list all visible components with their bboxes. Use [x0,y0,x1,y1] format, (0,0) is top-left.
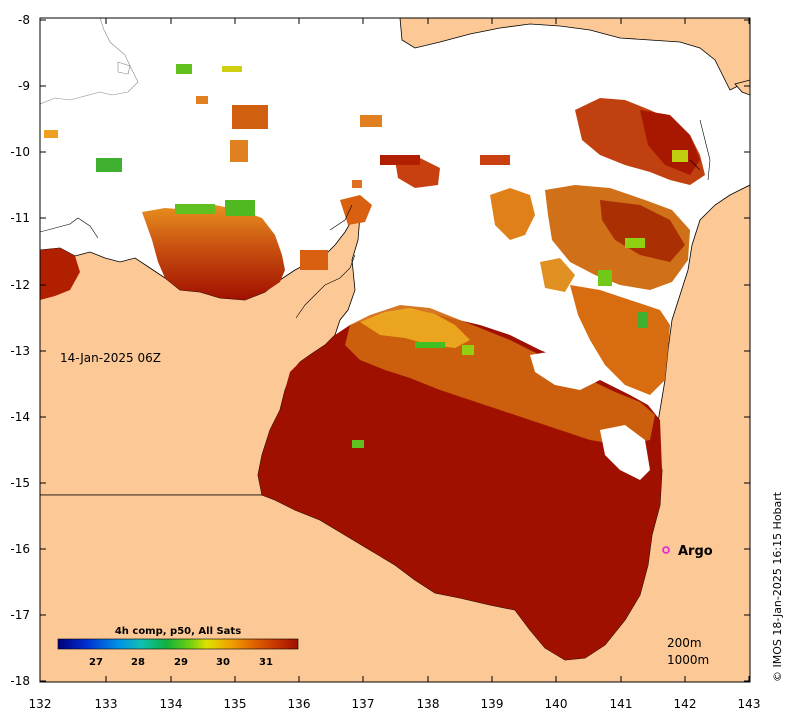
sst-west-edge-patch [40,248,80,300]
sst-cool-spot [175,204,215,214]
y-tick-label: -18 [10,674,30,688]
sst-north-speck [232,105,268,129]
date-label: 14-Jan-2025 06Z [60,351,161,365]
x-tick-label: 139 [481,697,504,711]
y-tick-label: -13 [10,344,30,358]
y-tick-label: -10 [10,145,30,159]
argo-label: Argo [678,544,713,559]
sst-north-speck [230,140,248,162]
y-tick-label: -8 [18,13,30,27]
colorbar-tick: 30 [216,657,230,668]
isobath-line [295,204,356,319]
isobath-line [689,119,711,181]
x-tick-label: 140 [545,697,568,711]
x-tick-label: 136 [288,697,311,711]
sst-gulf-gap [600,425,650,480]
sst-north-speck [480,155,510,165]
sst-central-patch [340,195,372,225]
colorbar-tick: 29 [174,657,188,668]
x-tick-label: 133 [95,697,118,711]
sst-north-speck [222,66,242,72]
x-tick-label: 141 [610,697,633,711]
x-tick-label: 134 [160,697,183,711]
y-tick-label: -12 [10,278,30,292]
sst-gulf-gap [530,350,600,390]
sst-north-speck [196,96,208,104]
y-tick-label: -14 [10,410,30,424]
land-islands-northwest [40,18,139,105]
y-tick-label: -16 [10,542,30,556]
argo-float-marker[interactable] [662,546,670,554]
sst-gulf-yellow-strip [360,308,470,348]
sst-north-speck [352,180,362,188]
sst-north-speck [300,250,328,270]
y-tick-label: -17 [10,608,30,622]
colorbar [57,638,299,650]
depth-label-200m: 200m [667,636,702,650]
x-tick-label: 143 [738,697,761,711]
x-tick-label: 138 [417,697,440,711]
colorbar-tick: 31 [259,657,273,668]
sst-north-speck [96,158,122,172]
sst-north-speck [360,115,382,127]
land-islands-north-coast [40,217,99,239]
sst-cool-spot [462,345,474,355]
sst-central-patch [540,258,575,292]
x-tick-marks [39,18,750,682]
y-tick-label: -9 [18,79,30,93]
sst-cool-spot [352,440,364,448]
x-tick-label: 132 [29,697,52,711]
y-tick-marks [40,19,750,682]
land-papua [399,18,750,91]
sst-arnhem-patch [142,205,285,300]
sst-cool-spot [638,312,648,328]
x-tick-label: 135 [224,697,247,711]
sst-cool-spot [225,200,255,216]
y-tick-label: -11 [10,211,30,225]
sst-central-patch [490,188,535,240]
sst-cool-spot [625,238,645,248]
y-tick-label: -15 [10,476,30,490]
sst-cool-spot [598,270,612,286]
sst-east-dark [600,200,685,262]
sst-cool-spot [672,150,688,162]
colorbar-title: 4h comp, p50, All Sats [115,626,241,637]
land-new-guinea-east [734,79,750,96]
depth-label-1000m: 1000m [667,653,709,667]
x-tick-label: 142 [674,697,697,711]
sst-data-layer [40,64,705,660]
sst-north-speck [44,130,58,138]
colorbar-tick: 27 [89,657,103,668]
colorbar-tick: 28 [131,657,145,668]
x-tick-label: 137 [352,697,375,711]
imos-credit: © IMOS 18-Jan-2025 16:15 Hobart [771,491,784,682]
map-frame [39,17,751,683]
sst-central-patch [395,158,440,188]
sst-cool-spot [415,342,445,348]
sst-north-speck [176,64,192,74]
sst-north-speck [380,155,420,165]
